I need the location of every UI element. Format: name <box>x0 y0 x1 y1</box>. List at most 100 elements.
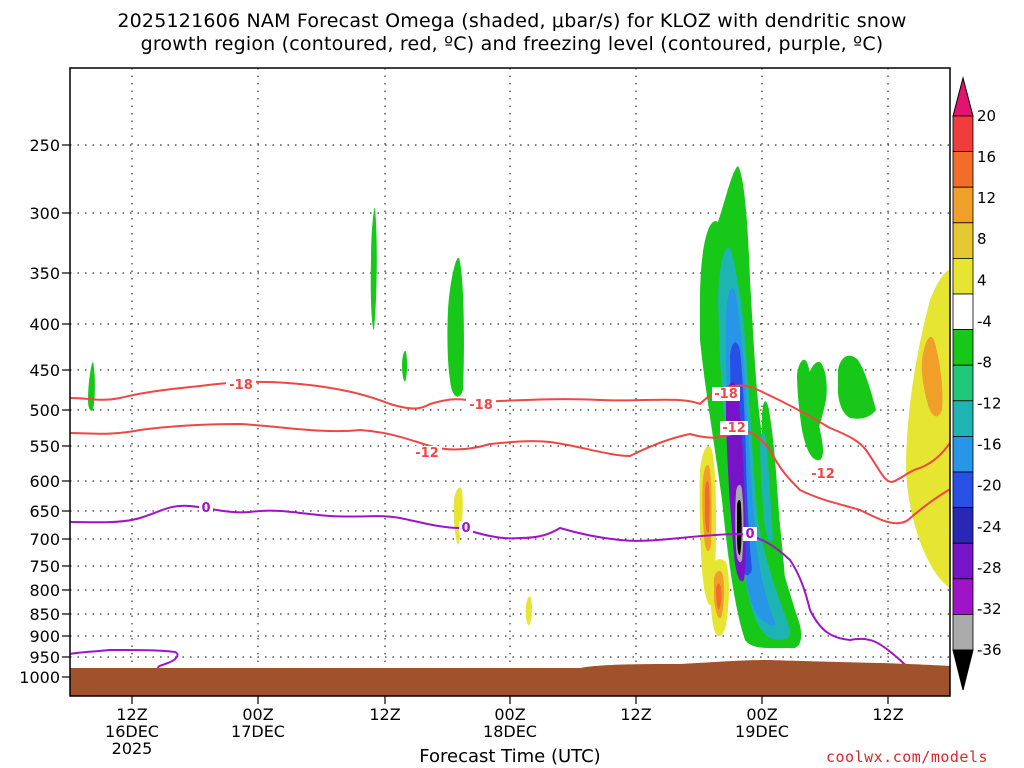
omega-column-black <box>737 499 742 556</box>
y-tick-label: 300 <box>29 204 60 223</box>
omega-cell-small-2 <box>370 207 377 330</box>
contour-label-zero-1: 0 <box>201 501 210 516</box>
y-axis <box>62 144 70 678</box>
colorbar-label: -8 <box>977 353 992 371</box>
x-tick-label: 12Z <box>872 705 903 724</box>
colorbar-label: 16 <box>977 148 996 166</box>
y-tick-labels: 250 300 350 400 450 500 550 600 650 700 … <box>19 136 60 687</box>
chart-title-line1: 2025121606 NAM Forecast Omega (shaded, μ… <box>117 10 907 32</box>
contours <box>70 380 950 681</box>
contour-minus12 <box>70 422 950 525</box>
omega-warm-right-gold <box>921 336 943 417</box>
colorbar-label: 8 <box>977 230 987 248</box>
colorbar-segment <box>952 471 974 508</box>
y-tick-label: 450 <box>29 361 60 380</box>
contour-label-minus18-3: -18 <box>714 387 738 402</box>
colorbar-label: -12 <box>977 395 1002 413</box>
colorbar-segment <box>952 578 974 615</box>
omega-cell-small-5 <box>453 487 463 545</box>
x-axis-title: Forecast Time (UTC) <box>419 746 601 767</box>
colorbar-label: -16 <box>977 436 1002 454</box>
y-tick-label: 800 <box>29 581 60 600</box>
y-tick-label: 900 <box>29 627 60 646</box>
colorbar-label: 4 <box>977 271 987 289</box>
colorbar-segment <box>952 507 974 544</box>
y-tick-label: 350 <box>29 264 60 283</box>
colorbar-segment <box>952 329 974 366</box>
y-tick-label: 250 <box>29 136 60 155</box>
x-tick-label: 16DEC <box>105 722 159 741</box>
colorbar-segment <box>952 186 974 224</box>
omega-shading <box>88 166 950 649</box>
credit-text: coolwx.com/models <box>826 748 989 766</box>
y-tick-label: 400 <box>29 315 60 334</box>
colorbar-segment <box>952 115 974 152</box>
colorbar-label: -36 <box>977 641 1002 659</box>
contour-zero-lower <box>70 648 179 669</box>
y-tick-label: 700 <box>29 530 60 549</box>
y-tick-label: 750 <box>29 557 60 576</box>
contour-label-minus12-2: -12 <box>722 421 746 436</box>
x-tick-label: 12Z <box>620 705 651 724</box>
y-tick-label: 850 <box>29 605 60 624</box>
x-tick-label: 00Z <box>494 705 525 724</box>
x-tick-label: 00Z <box>242 705 273 724</box>
x-tick-labels: 12Z 16DEC 2025 00Z 17DEC 12Z 00Z 18DEC 1… <box>105 705 904 758</box>
colorbar-label: 12 <box>977 189 996 207</box>
contour-label-minus18-1: -18 <box>229 378 253 393</box>
colorbar-segment <box>952 222 974 259</box>
x-tick-label: 17DEC <box>231 722 285 741</box>
colorbar: 20 16 12 8 4 -4 -8 -12 -16 -20 -24 -28 -32 -36 <box>952 76 1002 691</box>
omega-cell-right-4 <box>837 355 876 419</box>
colorbar-segment <box>952 542 974 580</box>
colorbar-segment <box>952 151 974 188</box>
omega-cell-right-5 <box>802 361 827 450</box>
contour-label-minus12-3: -12 <box>811 467 835 482</box>
contour-label-zero-3: 0 <box>745 527 754 542</box>
x-tick-label: 18DEC <box>483 722 537 741</box>
contour-label-minus18-2: -18 <box>469 398 493 413</box>
chart-title-line2: growth region (contoured, red, ºC) and f… <box>140 33 884 55</box>
y-tick-label: 550 <box>29 437 60 456</box>
colorbar-label: -24 <box>977 518 1002 536</box>
omega-warm-right-yellow <box>906 269 950 589</box>
colorbar-segment <box>952 435 974 473</box>
contour-zero <box>70 504 931 681</box>
colorbar-top-arrow <box>952 76 974 117</box>
colorbar-segment <box>952 614 974 651</box>
contour-minus18 <box>70 380 950 484</box>
omega-cell-small-4 <box>447 257 464 397</box>
colorbar-label: -28 <box>977 559 1002 577</box>
omega-cell-right-2 <box>760 432 773 542</box>
contour-label-zero-2: 0 <box>461 521 470 536</box>
y-tick-label: 1000 <box>19 668 60 687</box>
colorbar-bottom-arrow <box>952 649 974 691</box>
x-tick-label: 19DEC <box>735 722 789 741</box>
y-tick-label: 950 <box>29 648 60 667</box>
x-axis <box>131 696 889 704</box>
colorbar-segment <box>952 400 974 437</box>
colorbar-label: -4 <box>977 312 992 330</box>
y-tick-label: 650 <box>29 502 60 521</box>
omega-warm-lower-orange <box>716 583 722 610</box>
omega-cell-small-6 <box>525 596 533 626</box>
contour-labels: -18 -18 -18 -12 -12 -12 0 0 0 <box>199 378 835 542</box>
terrain <box>70 660 950 696</box>
colorbar-label: -20 <box>977 477 1002 495</box>
x-tick-label: 2025 <box>112 739 153 758</box>
omega-cell-small-1 <box>88 361 95 411</box>
colorbar-label: 20 <box>977 107 996 125</box>
x-tick-label: 00Z <box>746 705 777 724</box>
colorbar-segment <box>952 364 974 402</box>
colorbar-label: -32 <box>977 600 1002 618</box>
y-tick-label: 600 <box>29 472 60 491</box>
omega-cell-small-3 <box>402 350 408 382</box>
contour-label-minus12-1: -12 <box>415 446 439 461</box>
x-tick-label: 12Z <box>116 705 147 724</box>
y-tick-label: 500 <box>29 401 60 420</box>
colorbar-segment <box>952 257 974 295</box>
colorbar-segment <box>952 293 974 330</box>
omega-warm-left-red <box>705 481 710 533</box>
x-tick-label: 12Z <box>369 705 400 724</box>
